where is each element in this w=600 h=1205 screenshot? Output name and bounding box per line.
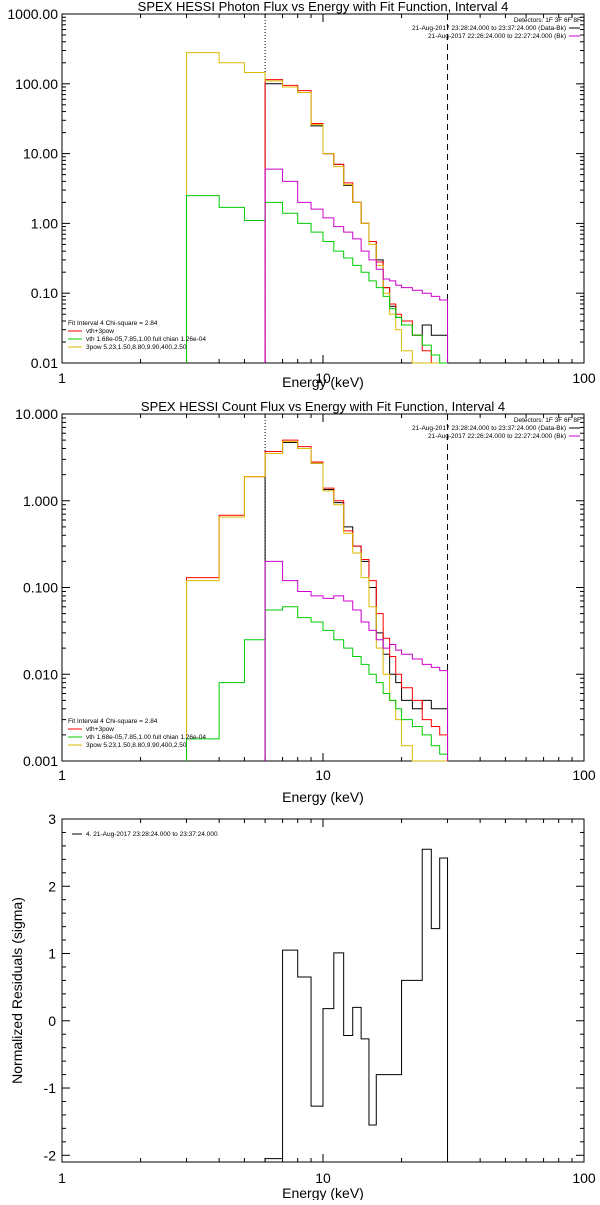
residual-legend: 4. 21-Aug-2017 23:28:24.000 to 23:37:24.… — [72, 831, 218, 838]
x-axis: 1 10 100 — [58, 14, 596, 386]
y-tick-label: 3 — [48, 811, 56, 827]
chart-title: SPEX HESSI Photon Flux vs Energy with Fi… — [138, 0, 509, 14]
series-2-line — [264, 79, 448, 364]
chart-title: SPEX HESSI Count Flux vs Energy with Fit… — [141, 399, 505, 414]
y-tick-label: 0.010 — [23, 666, 58, 682]
series-1-line — [264, 441, 449, 761]
plot-frame — [61, 818, 585, 1163]
y-tick-label: 1.00 — [31, 215, 58, 231]
series-group — [186, 439, 449, 762]
legend-detectors: Detectors: 1F 3F 6F 8F — [514, 417, 581, 424]
y-tick-label: 2 — [48, 878, 56, 894]
series-group — [186, 52, 449, 364]
chart-2: SPEX HESSI Count Flux vs Energy with Fit… — [15, 399, 596, 805]
series-3-line — [186, 441, 448, 762]
legend-detectors: Detectors: 1F 3F 6F 8F — [514, 17, 581, 24]
fit-legend-entry: 3pow 5.23,1.50,8.80,9.90,400,2.50 — [86, 742, 187, 749]
residual-legend-entry: 4. 21-Aug-2017 23:28:24.000 to 23:37:24.… — [86, 831, 218, 838]
y-axis: 0.001 0.010 0.100 1.000 10.000 — [15, 406, 584, 769]
fit-legend-entry: vth+3pow — [86, 328, 114, 335]
fit-legend-entry: vth+3pow — [86, 726, 114, 733]
x-tick-label: 10 — [315, 1170, 331, 1186]
legend-entry: 21-Aug-2017 23:28:24.000 to 23:37:24.000… — [412, 425, 566, 432]
series-1-line — [264, 83, 449, 363]
series-group — [264, 848, 449, 1162]
series-5-line — [264, 168, 449, 363]
fit-legend-entry: vth 1.68e-05,7.85,1.00 full chian 1.26e-… — [86, 336, 206, 343]
x-tick-label: 10 — [315, 370, 331, 386]
y-tick-label: 10.000 — [15, 406, 58, 422]
x-tick-label: 100 — [572, 1170, 596, 1186]
y-axis: 0.01 0.10 1.00 10.00 100.00 1000.00 — [7, 6, 584, 371]
fit-legend-entry: 3pow 5.23,1.50,8.80,9.90,400,2.50 — [86, 344, 187, 351]
x-axis-label: Energy (keV) — [282, 1185, 364, 1200]
y-tick-label: -1 — [44, 1080, 57, 1096]
x-tick-label: 10 — [315, 767, 331, 783]
fit-legend: Fit Interval 4 Chi-square = 2.84vth+3pow… — [68, 718, 206, 749]
plot-frame — [61, 13, 585, 364]
legend-entry: 21-Aug-2017 22:26:24.000 to 22:27:24.000… — [428, 433, 566, 440]
series-1-line — [264, 848, 449, 1162]
legend-entry: 21-Aug-2017 22:26:24.000 to 22:27:24.000… — [428, 33, 566, 40]
y-tick-label: 1000.00 — [7, 6, 58, 22]
y-tick-label: -2 — [44, 1147, 57, 1163]
y-tick-label: 1.000 — [23, 493, 58, 509]
y-tick-label: 10.00 — [23, 146, 58, 162]
fit-legend: Fit Interval 4 Chi-square = 2.84vth+3pow… — [68, 320, 206, 351]
fit-legend-entry: vth 1.68e-05,7.85,1.00 full chian 1.26e-… — [86, 734, 206, 741]
series-3-line — [186, 52, 448, 364]
y-tick-label: 0.10 — [31, 285, 58, 301]
series-4-line — [186, 606, 449, 761]
series-5-line — [264, 560, 449, 761]
y-tick-label: 100.00 — [15, 76, 58, 92]
y-tick-label: 0.100 — [23, 580, 58, 596]
chart-3: 1 10 100 Energy (keV) -2 -1 0 1 2 3 Normalized Res… — [9, 811, 596, 1201]
x-axis-label: Energy (keV) — [282, 789, 364, 805]
x-tick-label: 1 — [58, 767, 66, 783]
y-axis-label: Normalized Residuals (sigma) — [9, 897, 25, 1084]
fit-legend-header: Fit Interval 4 Chi-square = 2.84 — [68, 320, 158, 327]
y-axis: -2 -1 0 1 2 3 — [44, 811, 584, 1163]
legend-entry: 21-Aug-2017 23:28:24.000 to 23:37:24.000… — [412, 25, 566, 32]
chart-1: SPEX HESSI Photon Flux vs Energy with Fi… — [7, 0, 596, 390]
y-tick-label: 0 — [48, 1013, 56, 1029]
fit-legend-header: Fit Interval 4 Chi-square = 2.84 — [68, 718, 158, 725]
series-4-line — [186, 195, 448, 364]
x-tick-label: 100 — [572, 767, 596, 783]
x-tick-label: 1 — [58, 1170, 66, 1186]
x-axis: 1 10 100 — [58, 819, 596, 1186]
x-axis-label: Energy (keV) — [282, 374, 364, 390]
y-tick-label: 1 — [48, 946, 56, 962]
series-2-line — [186, 439, 449, 761]
x-tick-label: 1 — [58, 370, 66, 386]
x-tick-label: 100 — [572, 370, 596, 386]
y-tick-label: 0.001 — [23, 753, 58, 769]
y-tick-label: 0.01 — [31, 355, 58, 371]
